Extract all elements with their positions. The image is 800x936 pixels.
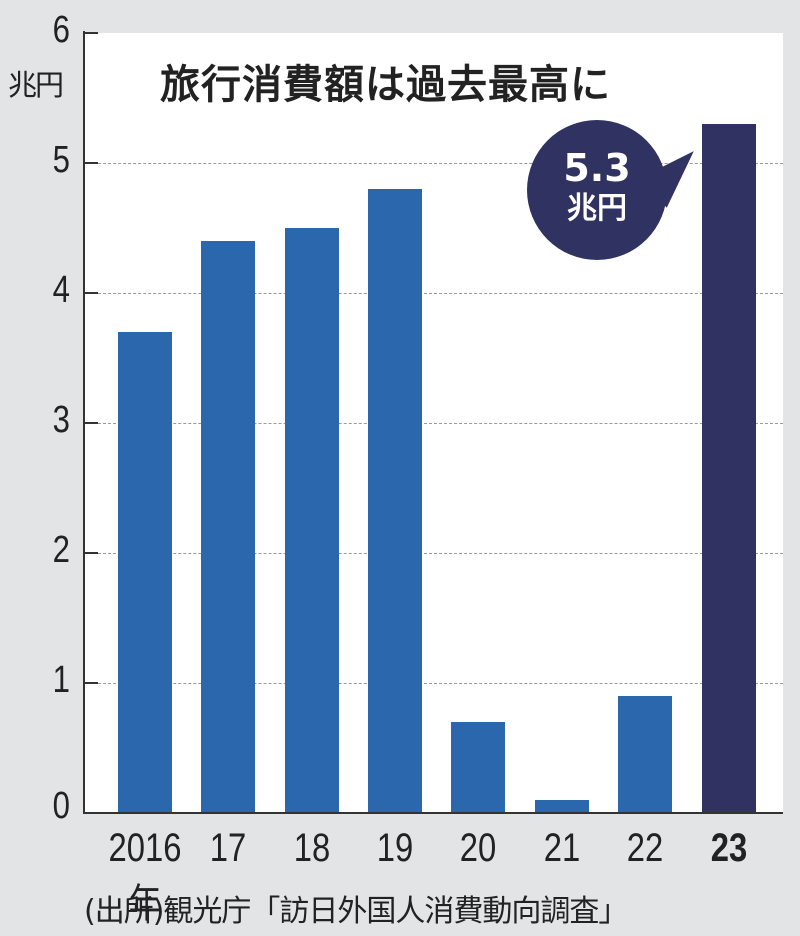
- bar-17: [201, 241, 255, 813]
- y-tick-label: 5: [52, 139, 70, 181]
- bar-23: [702, 124, 756, 813]
- y-tick: [84, 162, 98, 164]
- callout-value: 5.3: [563, 146, 631, 190]
- gridline: [98, 423, 783, 424]
- source-note: (出所)観光庁「訪日外国人消費動向調査」: [84, 894, 628, 929]
- x-tick-label: 2016年: [108, 826, 182, 926]
- x-tick-label: 18: [293, 826, 331, 870]
- x-tick-label: 19: [376, 826, 414, 870]
- y-tick-label: 1: [52, 659, 70, 701]
- y-tick-label: 3: [52, 399, 70, 441]
- y-tick: [84, 682, 98, 684]
- y-tick-label: 0: [52, 785, 70, 827]
- x-tick-label: 20: [459, 826, 497, 870]
- gridline: [98, 683, 783, 684]
- y-tick-label: 2: [52, 529, 70, 571]
- bar-18: [285, 228, 339, 813]
- bar-19: [368, 189, 422, 813]
- y-axis-unit: 兆円: [8, 68, 64, 102]
- callout-bubble: 5.3 兆円: [527, 120, 667, 260]
- bar-21: [535, 800, 589, 813]
- y-axis: [83, 31, 85, 814]
- x-tick-label: 22: [626, 826, 664, 870]
- y-tick: [84, 422, 98, 424]
- y-tick: [84, 552, 98, 554]
- callout-unit: 兆円: [567, 191, 627, 226]
- y-tick-label: 4: [52, 269, 70, 311]
- chart-title: 旅行消費額は過去最高に: [160, 62, 611, 108]
- y-tick-label: 6: [52, 9, 70, 51]
- bar-20: [451, 722, 505, 813]
- x-tick-label: 21: [543, 826, 581, 870]
- x-axis: [83, 812, 783, 814]
- gridline: [98, 553, 783, 554]
- gridline: [98, 293, 783, 294]
- bar-22: [618, 696, 672, 813]
- gridline: [98, 163, 783, 164]
- y-tick: [84, 292, 98, 294]
- x-tick-label: 23: [710, 826, 748, 870]
- bar-2016年: [118, 332, 172, 813]
- y-tick: [84, 32, 98, 34]
- x-tick-label: 17: [209, 826, 247, 870]
